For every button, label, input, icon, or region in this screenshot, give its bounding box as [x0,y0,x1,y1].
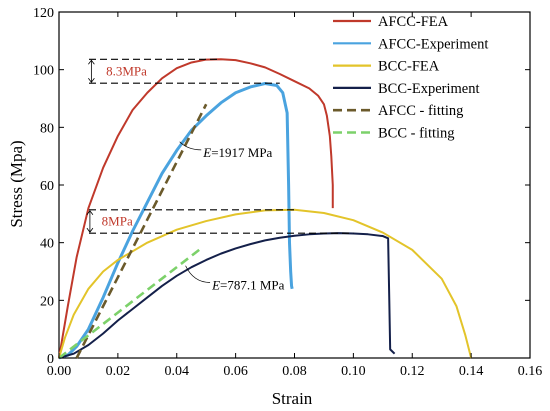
x-tick-label: 0.08 [282,364,307,379]
x-tick-label: 0.10 [341,364,366,379]
x-tick-label: 0.00 [47,364,72,379]
series-layer [58,58,473,360]
arrowhead [86,227,94,233]
modulus-pointer [185,265,211,283]
x-tick-label: 0.12 [400,364,425,379]
y-axis-title: Stress (Mpa) [7,140,26,227]
x-tick-label: 0.06 [223,364,248,379]
legend: AFCC-FEA AFCC-Experiment BCC-FEA BCC-Experi… [333,14,488,142]
legend-label: BCC-FEA [378,59,440,75]
y-tick-label: 20 [40,294,54,309]
legend-label: BCC-Experiment [378,81,480,97]
x-tick-label: 0.14 [459,364,484,379]
legend-label: AFCC - fitting [378,103,463,119]
series-line-afcc-fea [58,58,334,359]
series-line-bcc-fea [58,208,473,359]
modulus-symbol: E [202,145,211,160]
modulus-label: E=1917 MPa [202,145,272,160]
arrowhead [86,210,94,216]
x-tick-label: 0.04 [165,364,190,379]
series-line-bcc-fitting [58,247,202,360]
arrowhead [88,59,95,65]
x-tick-label: 0.16 [518,364,543,379]
modulus-symbol: E [211,277,220,292]
legend-label: AFCC-FEA [378,14,449,30]
modulus-label: E=787.1 MPa [211,277,285,292]
x-tick-label: 0.02 [106,364,131,379]
modulus-pointer [179,141,202,151]
series-line-afcc-experiment [58,82,294,360]
x-axis-title: Strain [272,389,313,408]
y-tick-label: 100 [33,64,54,79]
arrowhead [88,77,95,83]
modulus-value: =787.1 MPa [220,277,285,292]
y-tick-label: 0 [47,352,54,367]
difference-label: 8MPa [102,214,133,229]
legend-label: BCC - fitting [378,126,455,142]
y-tick-label: 40 [40,237,54,252]
y-tick-label: 60 [40,179,54,194]
y-tick-label: 80 [40,121,54,136]
difference-label: 8.3MPa [106,63,147,78]
ticks-layer: 0.00 0.02 0.04 0.06 0.08 0.10 0.12 0.14 0.16 0 20 4… [33,6,542,379]
y-tick-label: 120 [33,6,54,21]
series-line-bcc-experiment [58,232,396,359]
legend-label: AFCC-Experiment [378,36,488,52]
series-line-afcc-fitting [75,103,208,359]
modulus-value: =1917 MPa [211,145,272,160]
